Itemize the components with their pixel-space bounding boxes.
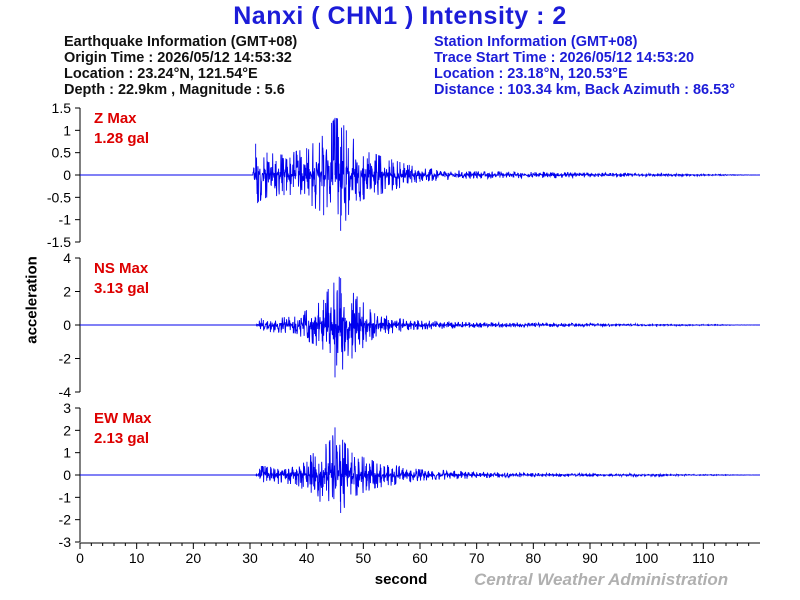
- y-tick-label: -2: [59, 351, 72, 367]
- trace-start-time: Trace Start Time : 2026/05/12 14:53:20: [434, 50, 695, 66]
- y-tick-label: -1: [59, 212, 72, 228]
- y-tick-label: 0: [63, 167, 71, 183]
- max-value: 3.13 gal: [94, 280, 149, 297]
- y-tick-label: -2: [59, 512, 72, 528]
- waveform-trace: [80, 435, 760, 508]
- depth-magnitude: Depth : 22.9km , Magnitude : 5.6: [64, 82, 285, 98]
- y-tick-label: -0.5: [47, 189, 71, 205]
- y-tick-label: 4: [63, 250, 71, 266]
- max-label: Z Max: [94, 110, 137, 127]
- y-tick-label: -1: [59, 489, 72, 505]
- y-tick-label: 1.5: [52, 100, 72, 116]
- station-info-heading: Station Information (GMT+08): [434, 34, 638, 50]
- x-tick-label: 10: [129, 550, 145, 566]
- y-tick-label: -4: [59, 384, 72, 400]
- x-tick-label: 40: [299, 550, 315, 566]
- waveform-trace: [80, 118, 760, 221]
- waveform-trace: [80, 276, 760, 370]
- x-tick-label: 110: [692, 550, 715, 566]
- x-tick-label: 60: [412, 550, 428, 566]
- max-value: 1.28 gal: [94, 130, 149, 147]
- x-tick-label: 30: [242, 550, 258, 566]
- x-tick-label: 80: [526, 550, 542, 566]
- y-tick-label: 0: [63, 317, 71, 333]
- epicenter-location: Location : 23.24°N, 121.54°E: [64, 66, 258, 82]
- y-tick-label: 1: [63, 445, 71, 461]
- x-tick-label: 90: [582, 550, 598, 566]
- max-label: EW Max: [94, 410, 152, 427]
- chart-title: Nanxi ( CHN1 ) Intensity : 2: [233, 2, 567, 30]
- y-tick-label: -3: [59, 534, 72, 550]
- y-tick-label: 3: [63, 400, 71, 416]
- y-tick-label: 0: [63, 467, 71, 483]
- earthquake-info-heading: Earthquake Information (GMT+08): [64, 34, 298, 50]
- x-tick-label: 70: [469, 550, 485, 566]
- earthquake-info: Earthquake Information (GMT+08) Origin T…: [64, 34, 297, 98]
- station-location: Location : 23.18°N, 120.53°E: [434, 66, 628, 82]
- max-label: NS Max: [94, 260, 149, 277]
- y-tick-label: 2: [63, 422, 71, 438]
- x-tick-label: 100: [635, 550, 659, 566]
- y-tick-label: 2: [63, 284, 71, 300]
- station-distance: Distance : 103.34 km, Back Azimuth : 86.…: [434, 82, 736, 98]
- credit-text: Central Weather Administration: [474, 570, 729, 589]
- station-info: Station Information (GMT+08) Trace Start…: [434, 34, 735, 98]
- y-tick-label: 1: [63, 122, 71, 138]
- max-value: 2.13 gal: [94, 430, 149, 447]
- origin-time: Origin Time : 2026/05/12 14:53:32: [64, 50, 292, 66]
- x-tick-label: 20: [186, 550, 202, 566]
- y-tick-label: 0.5: [52, 145, 72, 161]
- x-axis-label: second: [374, 571, 428, 588]
- y-axis-label: acceleration: [23, 256, 41, 344]
- x-tick-label: 0: [76, 550, 84, 566]
- x-tick-label: 50: [356, 550, 372, 566]
- y-tick-label: -1.5: [47, 234, 71, 250]
